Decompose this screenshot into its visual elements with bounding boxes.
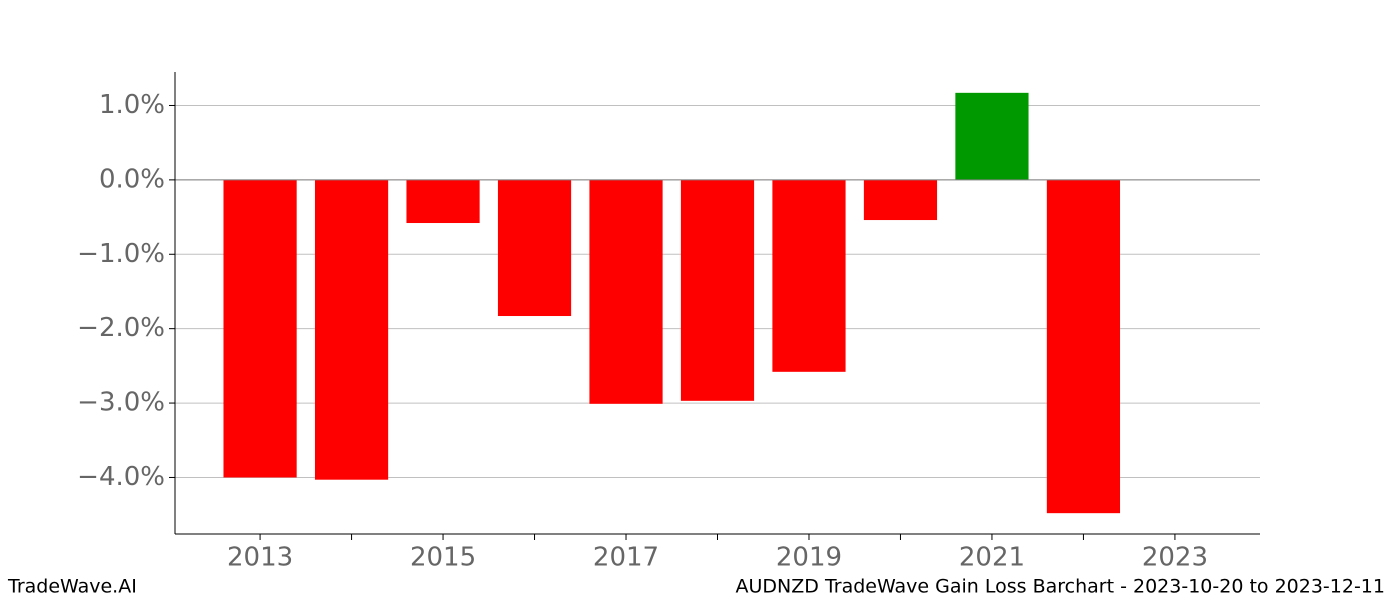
y-tick-label: 0.0% [99, 164, 165, 194]
bar [497, 179, 572, 317]
bar [863, 179, 938, 221]
bar [955, 92, 1029, 180]
bar [314, 179, 389, 480]
x-tick-label: 2013 [227, 543, 293, 573]
bar [406, 179, 480, 224]
x-tick-label: 2023 [1142, 543, 1208, 573]
x-tick-label: 2017 [593, 543, 659, 573]
x-tick-label: 2019 [776, 543, 842, 573]
y-tick-label: −3.0% [77, 388, 165, 418]
x-tick-label: 2015 [410, 543, 476, 573]
y-tick-label: −4.0% [77, 462, 165, 492]
y-tick-label: −2.0% [77, 313, 165, 343]
y-tick-label: 1.0% [99, 90, 165, 120]
bar [772, 179, 846, 372]
bar [1046, 179, 1121, 514]
chart-title: AUDNZD TradeWave Gain Loss Barchart - 20… [736, 576, 1385, 598]
x-tick-label: 2021 [959, 543, 1025, 573]
brand: TradeWave.AI [7, 576, 137, 598]
bar [223, 179, 297, 478]
y-tick-label: −1.0% [77, 239, 165, 269]
bar [589, 179, 663, 404]
bar [680, 179, 755, 401]
